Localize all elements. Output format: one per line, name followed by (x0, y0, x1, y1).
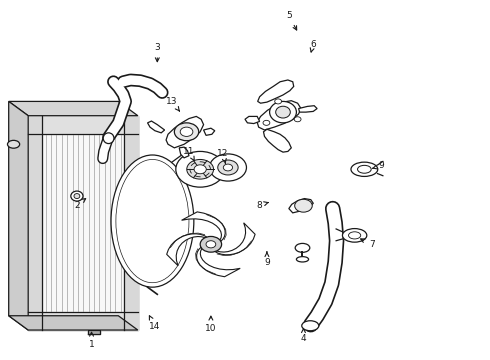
Ellipse shape (295, 243, 310, 252)
Text: 9: 9 (264, 252, 270, 267)
Ellipse shape (343, 229, 367, 242)
Circle shape (176, 152, 224, 187)
Ellipse shape (302, 321, 319, 331)
Ellipse shape (276, 106, 290, 118)
Ellipse shape (111, 155, 194, 287)
Polygon shape (179, 147, 189, 158)
Polygon shape (9, 316, 138, 330)
Ellipse shape (270, 102, 296, 123)
Circle shape (263, 120, 270, 125)
Text: 13: 13 (166, 97, 179, 111)
Polygon shape (9, 102, 138, 116)
Circle shape (194, 165, 206, 174)
Polygon shape (28, 116, 138, 330)
Text: 2: 2 (74, 199, 86, 210)
Circle shape (206, 241, 216, 248)
Text: 11: 11 (183, 147, 195, 161)
Text: 7: 7 (361, 239, 374, 249)
Circle shape (174, 123, 199, 141)
Circle shape (275, 99, 282, 104)
Text: 14: 14 (149, 316, 161, 331)
Ellipse shape (7, 140, 20, 148)
Ellipse shape (351, 162, 378, 176)
Polygon shape (88, 330, 100, 334)
Polygon shape (167, 234, 207, 266)
Text: 12: 12 (218, 149, 229, 163)
Polygon shape (196, 247, 240, 277)
Polygon shape (28, 116, 138, 134)
Polygon shape (258, 80, 294, 103)
Polygon shape (124, 116, 138, 330)
Polygon shape (28, 116, 42, 330)
Polygon shape (298, 106, 317, 112)
Circle shape (200, 237, 221, 252)
Polygon shape (245, 116, 260, 123)
Text: 9: 9 (373, 161, 384, 170)
Circle shape (209, 154, 246, 181)
Text: 8: 8 (257, 201, 268, 210)
Text: 3: 3 (154, 43, 160, 62)
Text: 6: 6 (310, 40, 316, 52)
Ellipse shape (358, 165, 371, 173)
Circle shape (223, 164, 233, 171)
Circle shape (294, 199, 312, 212)
Polygon shape (215, 223, 255, 255)
Text: 4: 4 (301, 328, 306, 343)
Polygon shape (9, 102, 28, 330)
Polygon shape (166, 116, 203, 148)
Ellipse shape (71, 191, 83, 201)
Circle shape (218, 160, 238, 175)
Circle shape (187, 159, 214, 179)
Polygon shape (203, 128, 215, 135)
Ellipse shape (296, 257, 309, 262)
Text: 10: 10 (205, 316, 217, 333)
Ellipse shape (348, 232, 361, 239)
Polygon shape (257, 101, 301, 130)
Text: 5: 5 (286, 11, 296, 30)
Text: 1: 1 (89, 332, 95, 349)
Polygon shape (28, 312, 138, 330)
Circle shape (294, 117, 301, 122)
Ellipse shape (103, 133, 114, 144)
Ellipse shape (74, 194, 80, 199)
Polygon shape (40, 126, 133, 319)
Polygon shape (289, 199, 313, 213)
Circle shape (180, 127, 193, 136)
Polygon shape (264, 129, 291, 152)
Polygon shape (182, 212, 225, 241)
Polygon shape (147, 121, 165, 133)
